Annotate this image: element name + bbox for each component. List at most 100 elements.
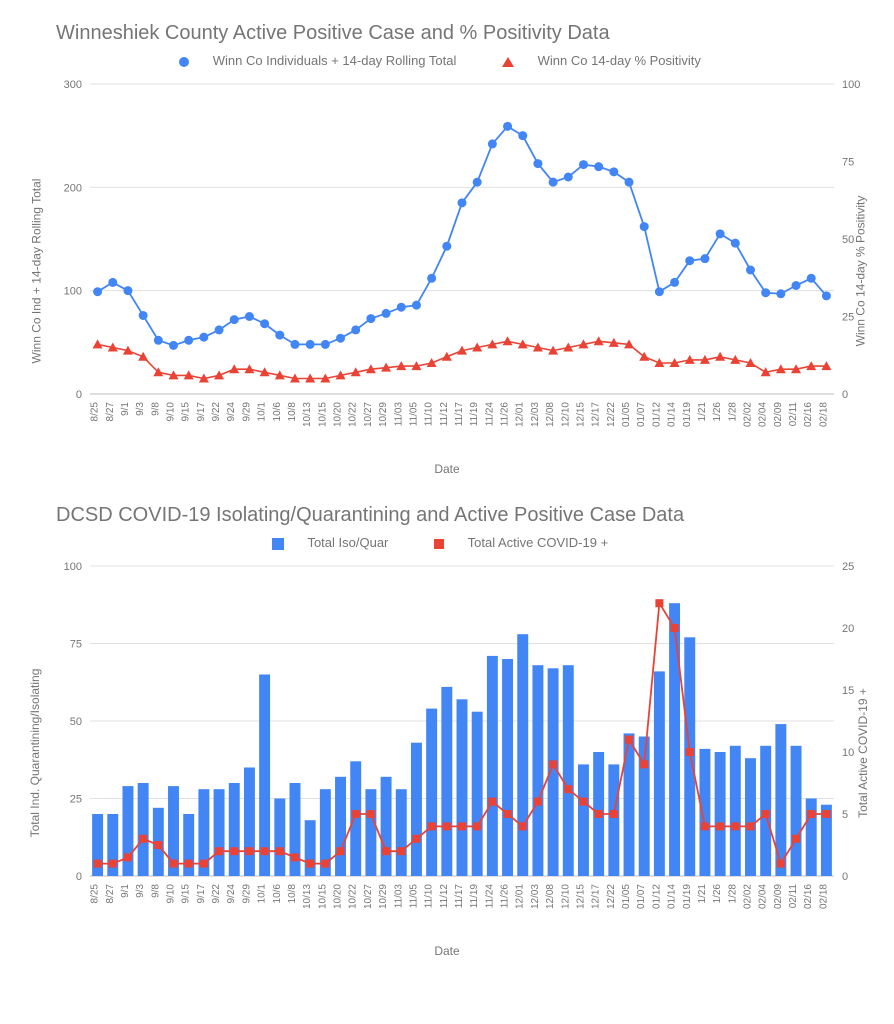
svg-text:01/19: 01/19 [682,402,693,427]
svg-text:01/19: 01/19 [682,884,693,909]
svg-text:12/15: 12/15 [575,402,586,427]
svg-text:11/10: 11/10 [424,884,435,909]
svg-text:9/15: 9/15 [181,402,192,422]
svg-text:12/17: 12/17 [591,884,602,909]
svg-text:10/27: 10/27 [363,402,374,427]
svg-text:8/27: 8/27 [105,884,116,904]
svg-text:50: 50 [842,234,854,246]
chart-1-svg: 010020030002550751008/258/279/19/39/89/1… [16,74,878,454]
svg-text:100: 100 [842,79,860,91]
svg-text:02/16: 02/16 [803,402,814,427]
svg-text:12/15: 12/15 [575,884,586,909]
chart-1-legend: Winn Co Individuals + 14-day Rolling Tot… [16,53,878,68]
svg-text:01/12: 01/12 [651,884,662,909]
svg-text:11/24: 11/24 [484,402,495,427]
svg-text:9/3: 9/3 [135,884,146,898]
svg-text:200: 200 [64,182,82,194]
chart-2-y-right-label: Total Active COVID-19 + [856,688,870,818]
chart-1: Winneshiek County Active Positive Case a… [16,22,878,476]
chart-1-x-label: Date [16,462,878,476]
svg-text:9/17: 9/17 [196,884,207,904]
svg-text:8/25: 8/25 [90,884,101,904]
svg-text:1/28: 1/28 [727,884,738,904]
svg-text:11/12: 11/12 [439,884,450,909]
svg-text:9/24: 9/24 [226,884,237,904]
svg-text:8/27: 8/27 [105,402,116,422]
svg-text:11/05: 11/05 [408,402,419,427]
chart-2: DCSD COVID-19 Isolating/Quarantining and… [16,504,878,958]
svg-text:12/03: 12/03 [530,884,541,909]
svg-text:12/10: 12/10 [560,402,571,427]
svg-text:25: 25 [842,312,854,324]
svg-text:10/15: 10/15 [317,402,328,427]
svg-text:0: 0 [842,389,848,401]
svg-text:1/26: 1/26 [712,402,723,422]
svg-text:1/26: 1/26 [712,884,723,904]
svg-text:50: 50 [70,716,82,728]
svg-text:9/22: 9/22 [211,884,222,904]
legend-item-active: Total Active COVID-19 + [434,535,622,550]
svg-text:11/26: 11/26 [500,402,511,427]
svg-text:9/10: 9/10 [166,402,177,422]
chart-2-legend: Total Iso/Quar Total Active COVID-19 + [16,535,878,550]
svg-text:15: 15 [842,685,854,697]
svg-text:02/04: 02/04 [758,402,769,427]
svg-text:11/17: 11/17 [454,402,465,427]
svg-text:10/29: 10/29 [378,884,389,909]
svg-text:9/15: 9/15 [181,884,192,904]
svg-text:11/03: 11/03 [393,884,404,909]
svg-text:10/1: 10/1 [257,884,268,904]
chart-2-svg: 025507510005101520258/258/279/19/39/89/1… [16,556,878,936]
svg-text:10/22: 10/22 [348,884,359,909]
svg-text:10/20: 10/20 [333,402,344,427]
svg-text:11/03: 11/03 [393,402,404,427]
svg-text:10/15: 10/15 [317,884,328,909]
svg-text:10/6: 10/6 [272,884,283,904]
svg-text:25: 25 [842,561,854,573]
svg-text:11/19: 11/19 [469,402,480,427]
svg-text:8/25: 8/25 [90,402,101,422]
svg-text:300: 300 [64,79,82,91]
svg-text:9/8: 9/8 [150,402,161,416]
svg-text:01/05: 01/05 [621,884,632,909]
svg-text:5: 5 [842,809,848,821]
chart-2-title: DCSD COVID-19 Isolating/Quarantining and… [56,504,878,527]
circle-icon [179,57,189,67]
svg-text:11/26: 11/26 [500,884,511,909]
svg-text:9/1: 9/1 [120,884,131,898]
svg-text:0: 0 [842,871,848,883]
svg-text:20: 20 [842,623,854,635]
svg-text:02/04: 02/04 [758,884,769,909]
legend-item-individuals: Winn Co Individuals + 14-day Rolling Tot… [179,53,474,68]
chart-2-y-left-label: Total Ind. Quarantining/Isolating [28,669,42,838]
svg-text:100: 100 [64,286,82,298]
svg-text:9/29: 9/29 [241,884,252,904]
svg-text:10/1: 10/1 [257,402,268,422]
legend-item-iso-quar: Total Iso/Quar [272,535,406,550]
svg-text:02/11: 02/11 [788,402,799,427]
svg-text:9/29: 9/29 [241,402,252,422]
svg-text:01/14: 01/14 [667,402,678,427]
svg-text:10/6: 10/6 [272,402,283,422]
svg-text:02/18: 02/18 [818,402,829,427]
svg-text:9/24: 9/24 [226,402,237,422]
triangle-icon [502,57,514,67]
svg-text:10/13: 10/13 [302,884,313,909]
svg-text:10/29: 10/29 [378,402,389,427]
svg-text:12/03: 12/03 [530,402,541,427]
svg-text:75: 75 [842,157,854,169]
svg-text:1/28: 1/28 [727,402,738,422]
svg-text:9/8: 9/8 [150,884,161,898]
svg-text:11/24: 11/24 [484,884,495,909]
svg-text:11/05: 11/05 [408,884,419,909]
chart-2-x-label: Date [16,944,878,958]
svg-text:02/02: 02/02 [742,402,753,427]
svg-text:11/19: 11/19 [469,884,480,909]
svg-text:75: 75 [70,639,82,651]
svg-text:12/01: 12/01 [515,884,526,909]
legend-item-positivity: Winn Co 14-day % Positivity [502,53,715,68]
svg-text:02/11: 02/11 [788,884,799,909]
svg-text:0: 0 [76,389,82,401]
svg-text:12/08: 12/08 [545,884,556,909]
svg-text:10/8: 10/8 [287,884,298,904]
